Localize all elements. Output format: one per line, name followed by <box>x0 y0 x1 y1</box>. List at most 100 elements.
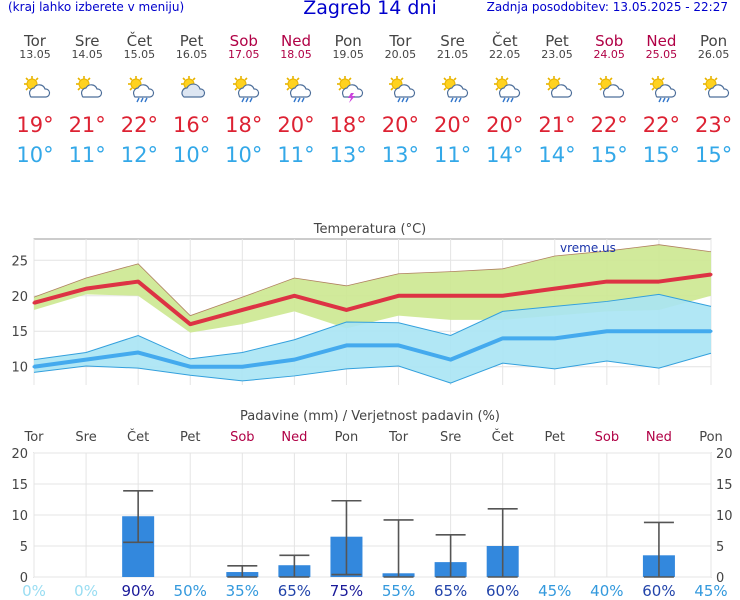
day-date: 15.05 <box>123 48 156 61</box>
min-temperature: 14° <box>486 143 524 167</box>
header-hint: (kraj lahko izberete v meniju) <box>8 0 185 14</box>
x-tick-label: Pet <box>545 430 565 445</box>
day-date: 16.05 <box>175 48 208 61</box>
x-tick-label: Sob <box>595 430 619 445</box>
y-tick-label: 10 <box>11 361 28 376</box>
max-temperature: 22° <box>120 113 158 137</box>
probability-label: 35% <box>226 582 259 600</box>
min-temperature: 11° <box>68 143 106 167</box>
max-band-edge <box>33 244 712 317</box>
day-name: Ned <box>281 32 311 50</box>
day-date: 20.05 <box>384 48 417 61</box>
day-column: Sob 17.05 18° 10° <box>218 33 270 167</box>
data-point <box>344 308 348 312</box>
max-temperature: 22° <box>642 113 680 137</box>
min-temperature: 15° <box>590 143 628 167</box>
x-tick-label: Sre <box>440 430 461 445</box>
min-temperature: 13° <box>329 143 367 167</box>
day-name: Tor <box>24 32 46 50</box>
max-temperature: 19° <box>16 113 54 137</box>
max-temperature: 21° <box>538 113 576 137</box>
day-name: Pet <box>179 32 204 50</box>
data-point <box>397 294 401 298</box>
sun-cloud-icon <box>700 75 730 103</box>
day-column: Sre 21.05 20° 11° <box>427 33 479 167</box>
data-point <box>188 365 192 369</box>
y-tick-label-right: 5 <box>716 540 724 555</box>
probability-label: 65% <box>434 582 467 600</box>
day-date: 14.05 <box>71 48 103 61</box>
min-temperature: 15° <box>694 143 733 167</box>
day-column: Ned 18.05 20° 11° <box>270 32 322 167</box>
x-tick-label: Sre <box>75 430 96 445</box>
probability-label: 60% <box>642 582 675 600</box>
min-temperature: 10° <box>172 143 211 167</box>
chart-title: Temperatura (°C) <box>313 222 426 237</box>
data-point <box>292 294 296 298</box>
data-point <box>709 329 713 333</box>
max-temperature: 21° <box>68 113 106 137</box>
probability-label: 0% <box>74 582 98 600</box>
day-column: Sre 14.05 21° 11° <box>61 32 113 167</box>
x-tick-label: Čet <box>127 429 149 445</box>
y-tick-label: 10 <box>11 509 28 524</box>
day-name: Pet <box>545 32 569 50</box>
day-date: 21.05 <box>436 48 469 61</box>
sun-cloud-icon <box>73 75 103 103</box>
day-name: Sre <box>74 32 100 50</box>
min-temperature: 10° <box>16 143 54 167</box>
data-point <box>344 343 348 347</box>
probability-label: 90% <box>121 582 154 600</box>
max-temperature: 18° <box>225 113 263 137</box>
day-column: Tor 20.05 20° 13° <box>374 32 426 167</box>
day-name: Sob <box>595 32 624 50</box>
data-point <box>397 343 401 347</box>
min-temperature: 13° <box>381 143 419 167</box>
min-temperature: 10° <box>225 143 263 167</box>
probability-label: 40% <box>590 582 623 600</box>
chart-title: Padavine (mm) / Verjetnost padavin (%) <box>240 409 500 424</box>
day-column: Pet 23.05 21° 14° <box>531 32 583 167</box>
sun-cloud-icon <box>21 75 51 103</box>
data-point <box>605 329 609 333</box>
data-point <box>84 287 88 291</box>
sun-cloud-rain-icon <box>230 75 260 103</box>
probability-label: 45% <box>694 582 727 600</box>
sun-cloud-icon <box>595 75 625 103</box>
min-temperature-line <box>33 329 711 369</box>
sun-cloud-rain-icon <box>439 75 469 103</box>
day-name: Pon <box>334 32 362 50</box>
min-temperature: 12° <box>120 143 158 167</box>
data-point <box>32 301 36 305</box>
day-date: 24.05 <box>593 48 625 61</box>
min-temperature: 11° <box>277 143 315 167</box>
max-temperature-line <box>33 272 712 327</box>
day-column: Čet 22.05 20° 14° <box>479 33 531 167</box>
x-tick-label: Čet <box>492 429 514 445</box>
x-tick-label: Pon <box>335 430 359 445</box>
day-name: Tor <box>389 32 412 50</box>
max-temperature: 20° <box>433 113 472 137</box>
day-column: Pon 19.05 18° 13° <box>322 32 374 167</box>
max-temperature: 20° <box>277 113 315 137</box>
max-temperature: 22° <box>590 113 628 137</box>
data-point <box>449 358 453 362</box>
day-column: Pon 26.05 23° 15° <box>688 33 740 167</box>
day-date: 25.05 <box>645 48 678 61</box>
min-temperature: 14° <box>538 143 576 167</box>
y-tick-label: 25 <box>11 254 28 269</box>
x-tick-label: Ned <box>281 430 307 445</box>
watermark: vreme.us <box>560 241 616 255</box>
sun-cloud-rain-icon <box>647 75 677 103</box>
probability-label: 50% <box>174 582 207 600</box>
data-point <box>605 280 609 284</box>
max-temperature: 16° <box>172 113 211 137</box>
sun-cloud-rain-icon <box>491 75 521 103</box>
data-point <box>657 280 661 284</box>
day-date: 23.05 <box>541 48 573 61</box>
probability-label: 60% <box>486 582 519 600</box>
last-updated: Zadnja posodobitev: 13.05.2025 - 22:27 <box>486 0 728 14</box>
day-column: Ned 25.05 22° 15° <box>635 33 687 167</box>
y-tick-label-right: 0 <box>716 571 724 586</box>
data-point <box>32 365 36 369</box>
